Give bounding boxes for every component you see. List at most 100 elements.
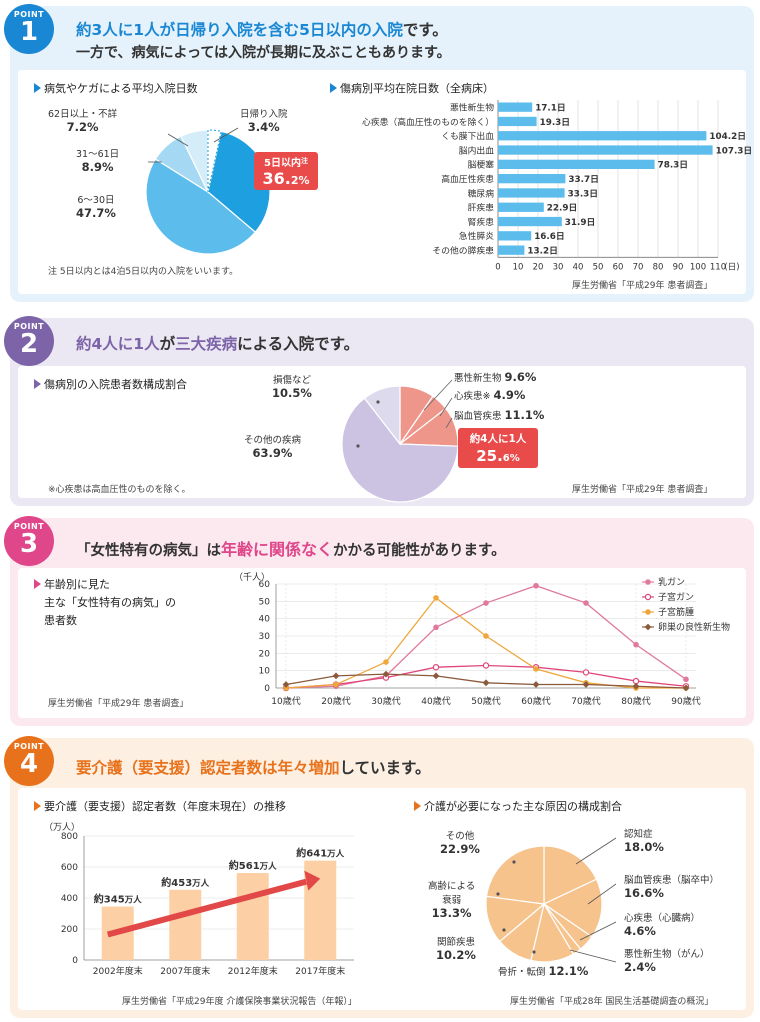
bar4-value-label: 約641万人 — [296, 847, 344, 860]
bar4-bar — [169, 889, 202, 960]
stay-source: 厚生労働省「平成29年 患者調査」 — [572, 281, 713, 291]
point-2-badge: POINT 2 — [4, 316, 54, 366]
five-day-note: 注 5日以内とは4泊5日以内の入院をいいます。 — [48, 267, 239, 277]
bar1-value-label: 31.9日 — [565, 217, 596, 228]
bar1-category-label: 糖尿病 — [468, 187, 495, 199]
point-2-section: POINT 2 約4人に1人が三大疾病による入院です。 傷病別の入院患者数構成割… — [4, 316, 754, 506]
bar1-tick-label: 40 — [573, 262, 584, 272]
bar1-category-label: 肝疾患 — [468, 202, 495, 214]
point-1-panel: 病気やケガによる平均入院日数 62日以上・不詳 7.2% 31〜61日 8.9% 6… — [18, 70, 752, 294]
point-3-section: POINT 3 「女性特有の病気」は年齢に関係なくかかる可能性があります。 年齢… — [4, 516, 754, 726]
line3-legend-label: 子宮筋腫 — [658, 606, 694, 618]
bar1-value-label: 17.1日 — [535, 103, 566, 114]
pie1-leader — [213, 127, 239, 143]
line3-category-label: 50歳代 — [471, 695, 500, 707]
line3-point — [633, 641, 639, 648]
bar1-category-label: 脳梗塞 — [468, 159, 495, 171]
line3-category-label: 10歳代 — [271, 695, 300, 707]
badge-label: POINT — [13, 10, 45, 19]
bar1-bar — [498, 174, 566, 184]
pie4-leader — [569, 949, 617, 963]
pie2-leader-dot — [356, 444, 360, 448]
line3-tick-label: 10 — [259, 667, 271, 677]
bar4-category-label: 2007年度末 — [160, 965, 210, 977]
bar4-value-unit: 万人 — [326, 849, 345, 860]
bar1-bar — [498, 131, 707, 141]
bar1-bar — [498, 202, 544, 212]
pie2-label-heart: 心疾患※ 4.9% — [454, 388, 526, 402]
line3-point — [433, 624, 439, 631]
pie1-label-day: 日帰り入院 3.4% — [240, 109, 288, 134]
pie2-label-cancer: 悪性新生物 9.6% — [454, 370, 537, 384]
pie4-label-stroke: 脳血管疾患（脳卒中） 16.6% — [624, 875, 720, 900]
bar1-bar — [498, 116, 537, 127]
bar4-tick-label: 400 — [61, 894, 78, 904]
pie4-slice — [543, 845, 598, 905]
line3-point — [644, 623, 652, 631]
bar1-tick-label: 30 — [553, 262, 564, 272]
bar1-value-label: 104.2日 — [709, 131, 746, 142]
line3-point — [482, 662, 490, 669]
line3-point — [482, 679, 490, 687]
line3-category-label: 60歳代 — [521, 695, 550, 707]
pie4-leader-dot — [496, 892, 500, 896]
pie4-label-aging: 高齢による 衰弱 13.3% — [428, 881, 476, 920]
line3-tick-label: 40 — [259, 615, 271, 625]
pie4-label-dementia: 認知症 18.0% — [624, 829, 664, 854]
point-4-badge: POINT 4 — [4, 736, 54, 786]
line3-series-line — [285, 596, 686, 689]
pie1-slice — [145, 158, 257, 255]
point-3-panel: 年齢別に見た 主な「女性特有の病気」の 患者数 厚生労働省「平成29年 患者調査… — [18, 568, 746, 718]
cause-source: 厚生労働省「平成29年 患者調査」 — [572, 485, 713, 495]
point-4-title: 要介護（要支援）認定者数は年々増加しています。 — [76, 759, 431, 777]
pie4-slice — [485, 845, 545, 905]
trend-arrow-head — [304, 870, 321, 891]
pie4-leader — [579, 921, 617, 941]
bar1-value-label: 19.3日 — [540, 117, 571, 128]
point-3-title: 「女性特有の病気」は年齢に関係なくかかる可能性があります。 — [76, 540, 506, 559]
line3-point — [333, 681, 339, 688]
bar1-bar — [498, 102, 533, 112]
line3-point — [382, 670, 390, 678]
line3-point — [283, 685, 289, 691]
pie2-leader — [445, 417, 453, 429]
bar4-value-unit: 万人 — [259, 861, 278, 872]
pie1-label-62: 62日以上・不詳 7.2% — [48, 109, 118, 134]
bar1-unit: (日) — [724, 262, 739, 272]
pie2-label-injury: 損傷など 10.5% — [272, 375, 312, 400]
bar1-tick-label: 20 — [533, 262, 544, 272]
bar1-value-label: 78.3日 — [658, 160, 689, 171]
stay-bar-chart: 0 10 20 30 40 50 60 70 80 90 100 110(日) 悪性新生物 17.1日心疾… — [362, 100, 752, 272]
quarter-callout: 約4人に1人 25.6% — [458, 428, 538, 468]
bar1-tick-label: 50 — [593, 262, 604, 272]
care-pie-source: 厚生労働省「平成28年 国民生活基礎調査の概況」 — [510, 997, 714, 1007]
pie4-slice — [542, 878, 603, 938]
bar1-category-label: 急性膵炎 — [459, 230, 494, 242]
women-line-chart: 0 10 20 30 40 50 60 10歳代 20歳代 30歳代 40歳代 50歳代 60歳代 70歳… — [234, 572, 730, 707]
pie2-leader — [423, 379, 453, 411]
line3-tick-label: 0 — [264, 684, 270, 694]
bar4-bar — [236, 873, 269, 960]
women-chart-title: 年齢別に見た 主な「女性特有の病気」の 患者数 — [34, 576, 176, 630]
line3-legend-label: 卵巣の良性新生物 — [658, 621, 730, 633]
bar1-category-label: 悪性新生物 — [450, 102, 494, 114]
stay-pie-chart — [145, 127, 271, 255]
point-3-badge: POINT 3 — [4, 516, 54, 566]
pie4-leader-dot — [512, 860, 516, 864]
pie1-leader — [167, 133, 189, 147]
line3-legend-label: 乳ガン — [658, 576, 685, 588]
care-bar-source: 厚生労働省「平成29年度 介護保険事業状況報告（年報）」 — [122, 997, 357, 1007]
bar1-category-label: 心疾患（高血圧性のものを除く） — [362, 116, 494, 128]
bar1-tick-label: 100 — [690, 262, 706, 272]
bar1-category-label: くも膜下出血 — [441, 130, 494, 142]
line3-point — [645, 579, 651, 585]
bar1-bar — [498, 188, 565, 198]
line3-point — [483, 600, 489, 606]
bar1-category-label: 高血圧性疾患 — [441, 173, 494, 185]
line3-point — [644, 593, 652, 601]
pie4-leader-dot — [532, 950, 536, 954]
pie4-leader-dot — [502, 928, 506, 932]
line3-category-label: 70歳代 — [571, 695, 600, 707]
line3-category-label: 40歳代 — [421, 695, 450, 707]
